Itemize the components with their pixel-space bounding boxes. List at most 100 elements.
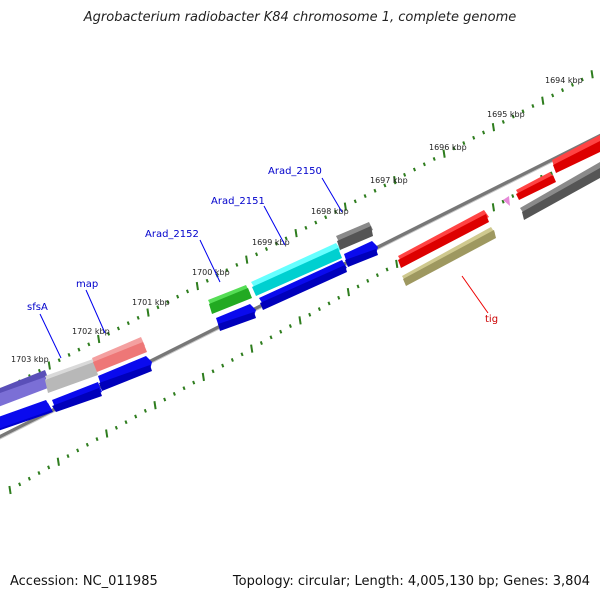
minor-tick xyxy=(87,342,91,347)
minor-tick xyxy=(124,420,128,425)
major-tick xyxy=(105,429,109,438)
minor-tick xyxy=(176,294,180,299)
minor-tick xyxy=(163,397,167,402)
gene-label-tig[interactable]: tig xyxy=(485,314,498,325)
minor-tick xyxy=(269,335,273,340)
gene-label-sfsA[interactable]: sfsA xyxy=(27,302,48,313)
label-leader xyxy=(199,239,221,283)
minor-tick xyxy=(501,199,505,204)
minor-tick xyxy=(116,326,120,331)
gene-purple[interactable] xyxy=(0,370,48,410)
minor-tick xyxy=(85,442,89,447)
major-tick xyxy=(298,316,302,325)
minor-tick xyxy=(570,82,574,87)
minor-tick xyxy=(225,268,229,273)
minor-tick xyxy=(95,437,99,442)
minor-tick xyxy=(77,347,81,352)
gene-gray-right[interactable] xyxy=(520,162,600,220)
cds-block[interactable] xyxy=(52,382,102,412)
gene-label-map[interactable]: map xyxy=(76,279,98,290)
minor-tick xyxy=(560,88,565,93)
minor-tick xyxy=(279,329,283,334)
minor-tick xyxy=(37,368,42,373)
minor-tick xyxy=(37,471,41,475)
minor-tick xyxy=(274,241,278,246)
minor-tick xyxy=(114,425,118,430)
map-title: Agrobacterium radiobacter K84 chromosome… xyxy=(83,10,517,25)
cds-block[interactable] xyxy=(0,400,53,433)
minor-tick xyxy=(304,225,308,230)
major-tick xyxy=(153,401,157,410)
minor-tick xyxy=(230,358,234,362)
minor-tick xyxy=(385,267,389,272)
accession-text: Accession: NC_011985 xyxy=(10,574,158,589)
gene-map[interactable] xyxy=(92,337,147,372)
minor-tick xyxy=(549,171,553,176)
minor-tick xyxy=(327,301,331,306)
cds-block[interactable] xyxy=(216,304,256,331)
scale-label: 1694 kbp xyxy=(545,76,583,85)
scale-label: 1701 kbp xyxy=(132,298,170,307)
minor-tick xyxy=(482,130,486,135)
minor-tick xyxy=(221,363,225,368)
major-tick xyxy=(195,281,199,291)
major-tick xyxy=(250,344,254,353)
major-tick xyxy=(245,255,249,264)
gene-red-edge[interactable] xyxy=(552,135,600,173)
gene-label-arad-2151[interactable]: Arad_2151 xyxy=(211,196,265,207)
gene-arad-2150[interactable] xyxy=(336,222,373,250)
cds-block[interactable] xyxy=(344,241,378,267)
minor-tick xyxy=(363,194,367,198)
major-tick xyxy=(201,372,205,382)
gene-label-arad-2150[interactable]: Arad_2150 xyxy=(268,166,322,177)
minor-tick xyxy=(172,391,176,396)
major-tick xyxy=(491,203,496,212)
minor-tick xyxy=(18,482,22,487)
scale-label: 1700 kbp xyxy=(192,268,230,277)
cds-block[interactable] xyxy=(259,260,347,310)
minor-tick xyxy=(356,284,360,289)
minor-tick xyxy=(76,448,80,453)
major-tick xyxy=(8,485,12,495)
scale-ticks-inner xyxy=(8,143,600,495)
minor-tick xyxy=(47,465,51,470)
minor-tick xyxy=(422,162,426,167)
minor-tick xyxy=(259,341,263,345)
gene-tig[interactable] xyxy=(402,227,496,286)
major-tick xyxy=(541,96,545,105)
scale-label: 1695 kbp xyxy=(487,110,525,119)
minor-tick xyxy=(182,386,186,391)
minor-tick xyxy=(126,321,130,326)
gene-label-arad-2152[interactable]: Arad_2152 xyxy=(145,229,199,240)
minor-tick xyxy=(531,104,535,108)
minor-tick xyxy=(57,358,61,363)
major-tick xyxy=(294,228,298,238)
cds-block[interactable] xyxy=(98,356,152,391)
minor-tick xyxy=(403,172,407,177)
minor-tick xyxy=(375,273,379,278)
major-tick xyxy=(442,149,446,158)
scale-label: 1703 kbp xyxy=(11,355,49,364)
label-leader xyxy=(461,275,489,314)
marker-arrow xyxy=(503,196,510,206)
minor-tick xyxy=(240,352,244,357)
major-tick xyxy=(56,457,60,466)
scale-ticks-outer xyxy=(0,70,594,397)
minor-tick xyxy=(462,141,466,146)
minor-tick xyxy=(308,312,312,317)
minor-tick xyxy=(324,215,328,220)
minor-tick xyxy=(432,157,436,161)
minor-tick xyxy=(366,278,370,283)
minor-tick xyxy=(551,93,555,98)
minor-tick xyxy=(107,331,111,336)
minor-tick xyxy=(156,305,160,310)
gene-silver[interactable] xyxy=(45,359,98,393)
gene-red-large[interactable] xyxy=(398,210,489,268)
gene-red-small[interactable] xyxy=(516,172,556,200)
gene-arad-2152[interactable] xyxy=(208,285,252,314)
label-leader xyxy=(263,205,286,246)
minor-tick xyxy=(67,352,71,357)
minor-tick xyxy=(136,315,140,320)
gene-arad-2151[interactable] xyxy=(251,243,342,296)
scale-label: 1698 kbp xyxy=(311,207,349,216)
